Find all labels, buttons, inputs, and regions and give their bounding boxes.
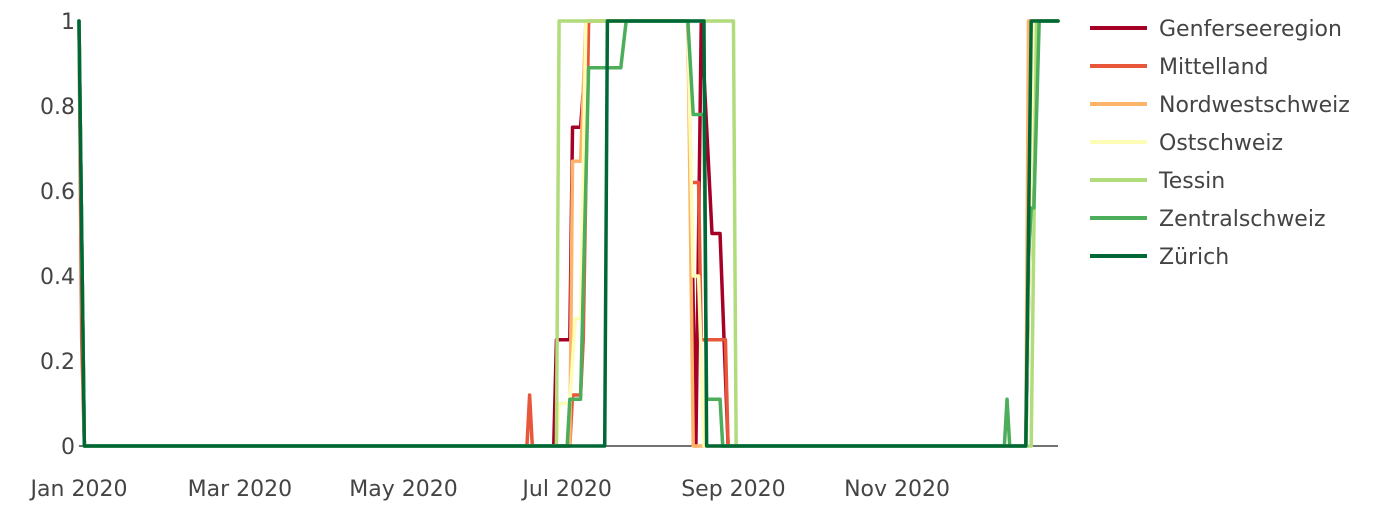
x-tick-label: Sep 2020 <box>681 477 785 502</box>
series-line-7 <box>77 19 1060 448</box>
y-tick-label: 0.2 <box>40 350 75 375</box>
x-tick-label: Jan 2020 <box>29 477 128 502</box>
x-tick-label: Nov 2020 <box>844 477 950 502</box>
legend-item[interactable]: Zentralschweiz <box>1090 207 1326 232</box>
x-tick-label: Mar 2020 <box>188 477 293 502</box>
legend-label: Tessin <box>1158 169 1225 194</box>
legend[interactable]: Genferseeregion Mittelland Nordwestschweiz… <box>1090 17 1350 270</box>
legend-item[interactable]: Ostschweiz <box>1090 131 1283 156</box>
series-line-3 <box>77 19 1060 448</box>
y-axis-ticks: 0 0.2 0.4 0.6 0.8 1 <box>40 10 75 460</box>
series-line-6 <box>77 19 1060 448</box>
x-tick-label: May 2020 <box>349 477 457 502</box>
legend-item[interactable]: Mittelland <box>1090 55 1269 80</box>
legend-label: Mittelland <box>1159 55 1269 80</box>
series-line-4 <box>77 19 1060 448</box>
legend-label: Nordwestschweiz <box>1159 93 1350 118</box>
legend-item[interactable]: Zürich <box>1090 245 1229 270</box>
legend-item[interactable]: Genferseeregion <box>1090 17 1342 42</box>
y-tick-label: 0.6 <box>40 180 75 205</box>
x-axis-ticks: Jan 2020 Mar 2020 May 2020 Jul 2020 Sep 2020… <box>29 477 950 502</box>
y-tick-label: 1 <box>61 10 75 35</box>
series-line-5 <box>77 19 1060 448</box>
series-line-1 <box>77 19 1060 448</box>
y-tick-label: 0.8 <box>40 95 75 120</box>
legend-item[interactable]: Tessin <box>1090 169 1225 194</box>
x-tick-label: Jul 2020 <box>520 477 612 502</box>
legend-item[interactable]: Nordwestschweiz <box>1090 93 1350 118</box>
y-tick-label: 0 <box>61 435 75 460</box>
legend-label: Genferseeregion <box>1159 17 1342 42</box>
y-tick-label: 0.4 <box>40 265 75 290</box>
series-lines <box>77 19 1060 448</box>
legend-label: Ostschweiz <box>1159 131 1283 156</box>
series-line-2 <box>77 19 1060 448</box>
legend-label: Zürich <box>1159 245 1229 270</box>
legend-label: Zentralschweiz <box>1159 207 1326 232</box>
